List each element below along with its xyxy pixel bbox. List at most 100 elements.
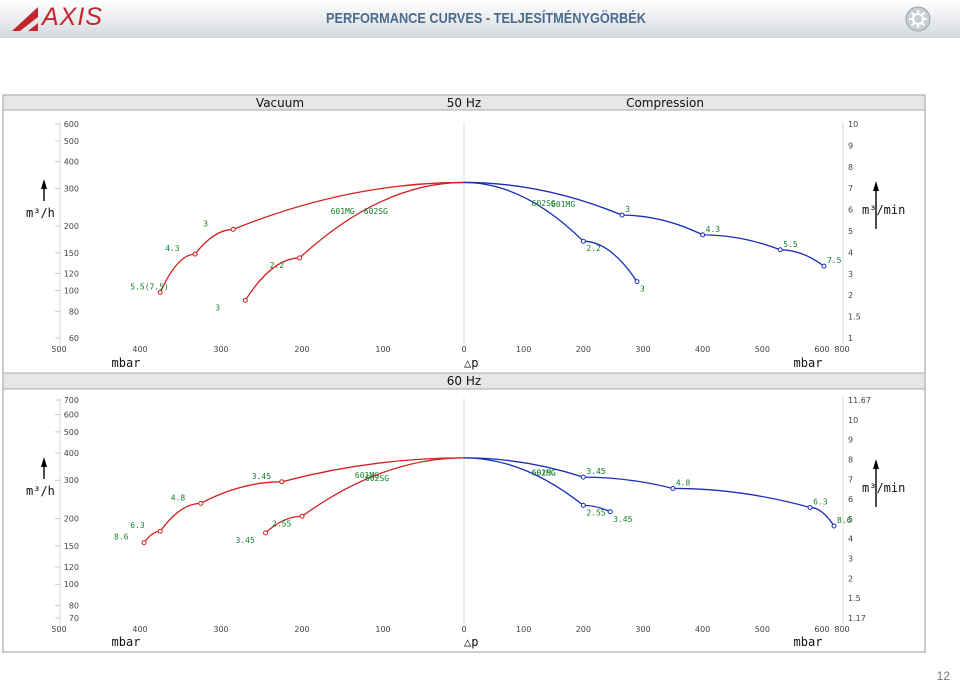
series-name-label: 601MG xyxy=(532,468,556,477)
y-left-tick-label: 120 xyxy=(64,563,79,572)
y-label-left: m³/h xyxy=(26,484,55,498)
y-right-tick-label: 9 xyxy=(848,141,853,150)
y-right-tick-label: 4 xyxy=(848,248,853,257)
header-background xyxy=(0,0,960,38)
data-point xyxy=(157,289,163,295)
data-point xyxy=(807,504,813,510)
data-point-label: 3.45 xyxy=(236,536,255,545)
y-right-tick-label: 1.5 xyxy=(848,594,861,603)
data-point-label: 2.2 xyxy=(270,261,285,270)
data-point xyxy=(619,212,625,218)
page-number: 12 xyxy=(936,669,950,683)
series-line xyxy=(463,181,825,267)
data-point xyxy=(297,255,303,261)
x-label-left: mbar xyxy=(112,635,141,649)
x-label-left: mbar xyxy=(112,356,141,370)
series-line xyxy=(159,181,465,293)
x-left-tick-label: 500 xyxy=(51,345,66,354)
panel-header-band xyxy=(2,372,926,390)
x-right-tick-label: 800 xyxy=(834,625,849,634)
logo-mark-icon xyxy=(12,7,38,31)
y-right-tick-label: 10 xyxy=(848,416,858,425)
y-right-tick-label: 1.5 xyxy=(848,313,861,322)
data-point xyxy=(157,528,163,534)
y-left-tick-label: 700 xyxy=(64,396,79,405)
data-point xyxy=(607,509,613,515)
x-right-tick-label: 400 xyxy=(695,625,710,634)
x-left-tick-label: 0 xyxy=(461,625,466,634)
data-point xyxy=(580,238,586,244)
data-point-label: 4.3 xyxy=(165,244,180,253)
data-point xyxy=(141,540,147,546)
data-point xyxy=(580,502,586,508)
y-left-tick-label: 120 xyxy=(64,270,79,279)
series-name-label: 602SG xyxy=(365,474,389,483)
data-point xyxy=(777,247,783,253)
y-right-tick-label: 7 xyxy=(848,475,853,484)
x-left-tick-label: 100 xyxy=(375,625,390,634)
series-line xyxy=(463,457,611,513)
data-point xyxy=(831,523,837,529)
y-left-tick-label: 400 xyxy=(64,158,79,167)
y-left-arrow-head-icon xyxy=(41,457,47,467)
y-right-tick-label: 5 xyxy=(848,515,853,524)
data-point-label: 8.6 xyxy=(114,533,129,542)
y-right-tick-label: 5 xyxy=(848,227,853,236)
panel-header-band xyxy=(2,94,926,111)
data-point-label: 5.5 xyxy=(783,240,798,249)
page-title: PERFORMANCE CURVES - TELJESÍTMÉNYGÖRBÉK xyxy=(326,10,646,27)
data-point xyxy=(242,297,248,303)
panel-header-left: Vacuum xyxy=(256,96,304,110)
x-left-tick-label: 400 xyxy=(132,345,147,354)
x-left-tick-label: 400 xyxy=(132,625,147,634)
y-left-tick-label: 100 xyxy=(64,580,79,589)
x-left-tick-label: 500 xyxy=(51,625,66,634)
y-right-tick-label: 8 xyxy=(848,163,853,172)
y-right-tick-label: 6 xyxy=(848,495,853,504)
data-point xyxy=(230,226,236,232)
x-left-tick-label: 300 xyxy=(213,345,228,354)
y-left-tick-label: 300 xyxy=(64,476,79,485)
data-point xyxy=(279,479,285,485)
data-point-label: 5.5(7.5) xyxy=(130,282,169,291)
y-left-tick-label: 400 xyxy=(64,449,79,458)
data-point xyxy=(700,232,706,238)
x-left-tick-label: 200 xyxy=(294,625,309,634)
data-point xyxy=(670,485,676,491)
x-right-tick-label: 600 xyxy=(814,345,829,354)
y-label-left: m³/h xyxy=(26,206,55,220)
series-line xyxy=(265,457,465,534)
y-right-tick-label: 11.67 xyxy=(848,396,871,405)
x-right-tick-label: 800 xyxy=(834,345,849,354)
x-right-tick-label: 200 xyxy=(576,345,591,354)
data-point-label: 3 xyxy=(215,303,220,312)
y-right-tick-label: 1 xyxy=(848,334,853,343)
y-right-tick-label: 7 xyxy=(848,184,853,193)
y-left-arrow-head-icon xyxy=(41,179,47,189)
data-point-label: 3.45 xyxy=(586,467,605,476)
y-left-tick-label: 500 xyxy=(64,137,79,146)
x-left-tick-label: 100 xyxy=(375,345,390,354)
x-label-right: mbar xyxy=(794,635,823,649)
gear-icon[interactable] xyxy=(904,5,932,33)
data-point-label: 2.2 xyxy=(586,244,601,253)
logo-text: AXIS xyxy=(42,3,103,31)
data-point-label: 8.6 xyxy=(837,516,852,525)
y-left-tick-label: 600 xyxy=(64,120,79,129)
series-name-label: 601MG xyxy=(355,471,379,480)
series-line xyxy=(463,181,638,283)
y-right-tick-label: 2 xyxy=(848,291,853,300)
data-point xyxy=(299,513,305,519)
y-right-tick-label: 6 xyxy=(848,206,853,215)
series-line xyxy=(244,181,465,301)
x-right-tick-label: 300 xyxy=(635,625,650,634)
y-left-tick-label: 500 xyxy=(64,428,79,437)
data-point-label: 4.3 xyxy=(706,225,721,234)
data-point xyxy=(580,474,586,480)
y-right-tick-label: 8 xyxy=(848,455,853,464)
y-right-tick-label: 1.17 xyxy=(848,614,866,623)
data-point-label: 3 xyxy=(625,205,630,214)
x-right-tick-label: 400 xyxy=(695,345,710,354)
y-left-tick-label: 200 xyxy=(64,222,79,231)
data-point xyxy=(821,263,827,269)
